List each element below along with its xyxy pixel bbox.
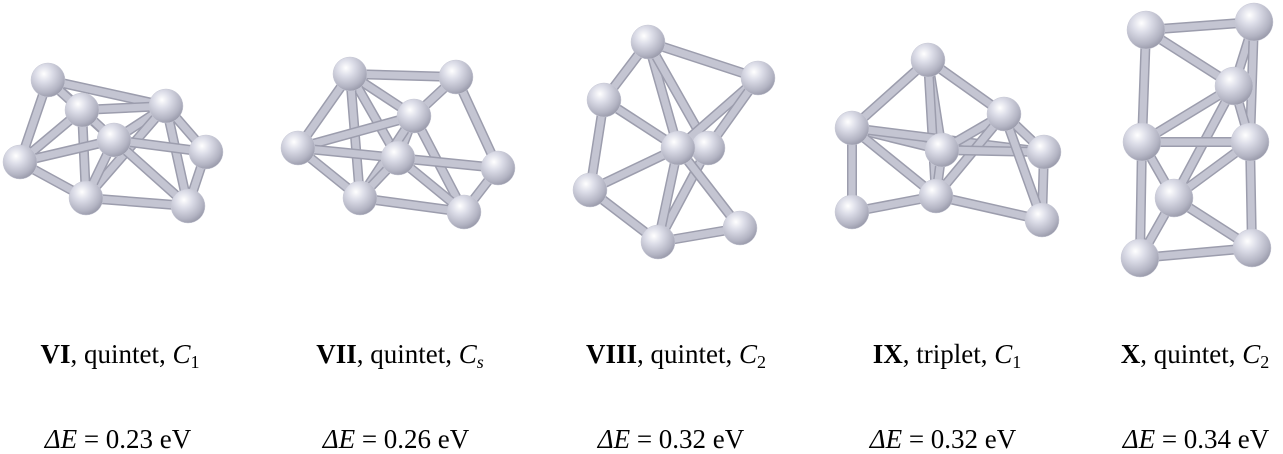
atom	[380, 140, 416, 176]
atom	[924, 132, 960, 168]
cluster-id: VIII	[585, 339, 638, 369]
atom	[1232, 228, 1272, 268]
atom	[96, 122, 132, 158]
atom	[690, 130, 726, 166]
cluster-vi-structure	[2, 62, 224, 224]
point-group: C1	[994, 339, 1022, 372]
cluster-x-structure	[1120, 2, 1274, 278]
atom	[1026, 134, 1062, 170]
atom	[2, 144, 38, 180]
atom	[480, 150, 516, 186]
atom	[438, 59, 474, 95]
atom	[918, 178, 954, 214]
point-group: C2	[1242, 339, 1270, 372]
atom	[280, 130, 316, 166]
bond	[294, 112, 418, 152]
atom	[1214, 66, 1254, 106]
atom	[722, 210, 758, 246]
cluster-label-x: X, quintet, C2	[1120, 339, 1270, 372]
energy-x: ΔE = 0.34 eV	[1122, 424, 1270, 454]
bond	[848, 124, 940, 200]
atom	[148, 88, 184, 124]
bond	[44, 76, 170, 110]
bond	[1136, 138, 1146, 262]
atom	[740, 60, 776, 96]
point-group: Cs	[458, 339, 484, 372]
atom	[572, 172, 608, 208]
atom	[1234, 2, 1274, 42]
energy-viii: ΔE = 0.32 eV	[597, 424, 745, 454]
cluster-label-ix: IX, triplet, C1	[872, 339, 1022, 372]
cluster-structures	[2, 2, 1274, 278]
atom	[630, 24, 666, 60]
point-group: C1	[172, 339, 200, 372]
atom	[64, 92, 100, 128]
bond	[356, 194, 468, 216]
atom	[332, 56, 368, 92]
atom	[640, 224, 676, 260]
cluster-id: X	[1120, 339, 1141, 369]
energy-vi: ΔE = 0.23 eV	[44, 424, 192, 454]
cluster-id: IX	[872, 339, 903, 369]
multiplicity: triplet	[916, 339, 981, 369]
cluster-id: VII	[316, 339, 357, 369]
bond	[932, 192, 1046, 224]
cluster-id: VI	[40, 339, 71, 369]
atom	[1230, 122, 1270, 162]
atom	[1154, 178, 1194, 218]
atom	[342, 180, 378, 216]
bond	[346, 70, 460, 81]
cluster-ix-structure	[834, 42, 1062, 238]
multiplicity: quintet	[1153, 339, 1229, 369]
energy-vii: ΔE = 0.26 eV	[322, 424, 470, 454]
cluster-label-vi: VI, quintet, C1	[40, 339, 200, 372]
atom	[1120, 238, 1160, 278]
atom	[1126, 10, 1166, 50]
cluster-label-viii: VIII, quintet, C2	[585, 339, 767, 372]
energy-ix: ΔE = 0.32 eV	[869, 424, 1017, 454]
atom	[834, 110, 870, 146]
atom	[1024, 202, 1060, 238]
atom	[68, 180, 104, 216]
atom	[986, 96, 1022, 132]
atom	[446, 194, 482, 230]
atom	[910, 42, 946, 78]
atom	[1122, 122, 1162, 162]
multiplicity: quintet	[370, 339, 446, 369]
atom	[834, 194, 870, 230]
atom	[396, 98, 432, 134]
atom	[660, 130, 696, 166]
atom	[30, 62, 66, 98]
atom	[188, 134, 224, 170]
cluster-viii-structure	[572, 24, 776, 260]
cluster-vii-structure	[280, 56, 516, 230]
cluster-label-vii: VII, quintet, Cs	[316, 339, 484, 372]
bond	[644, 38, 762, 82]
point-group: C2	[739, 339, 767, 372]
bond	[1000, 110, 1046, 224]
atom	[586, 82, 622, 118]
multiplicity: quintet	[84, 339, 159, 369]
atom	[170, 188, 206, 224]
multiplicity: quintet	[650, 339, 726, 369]
